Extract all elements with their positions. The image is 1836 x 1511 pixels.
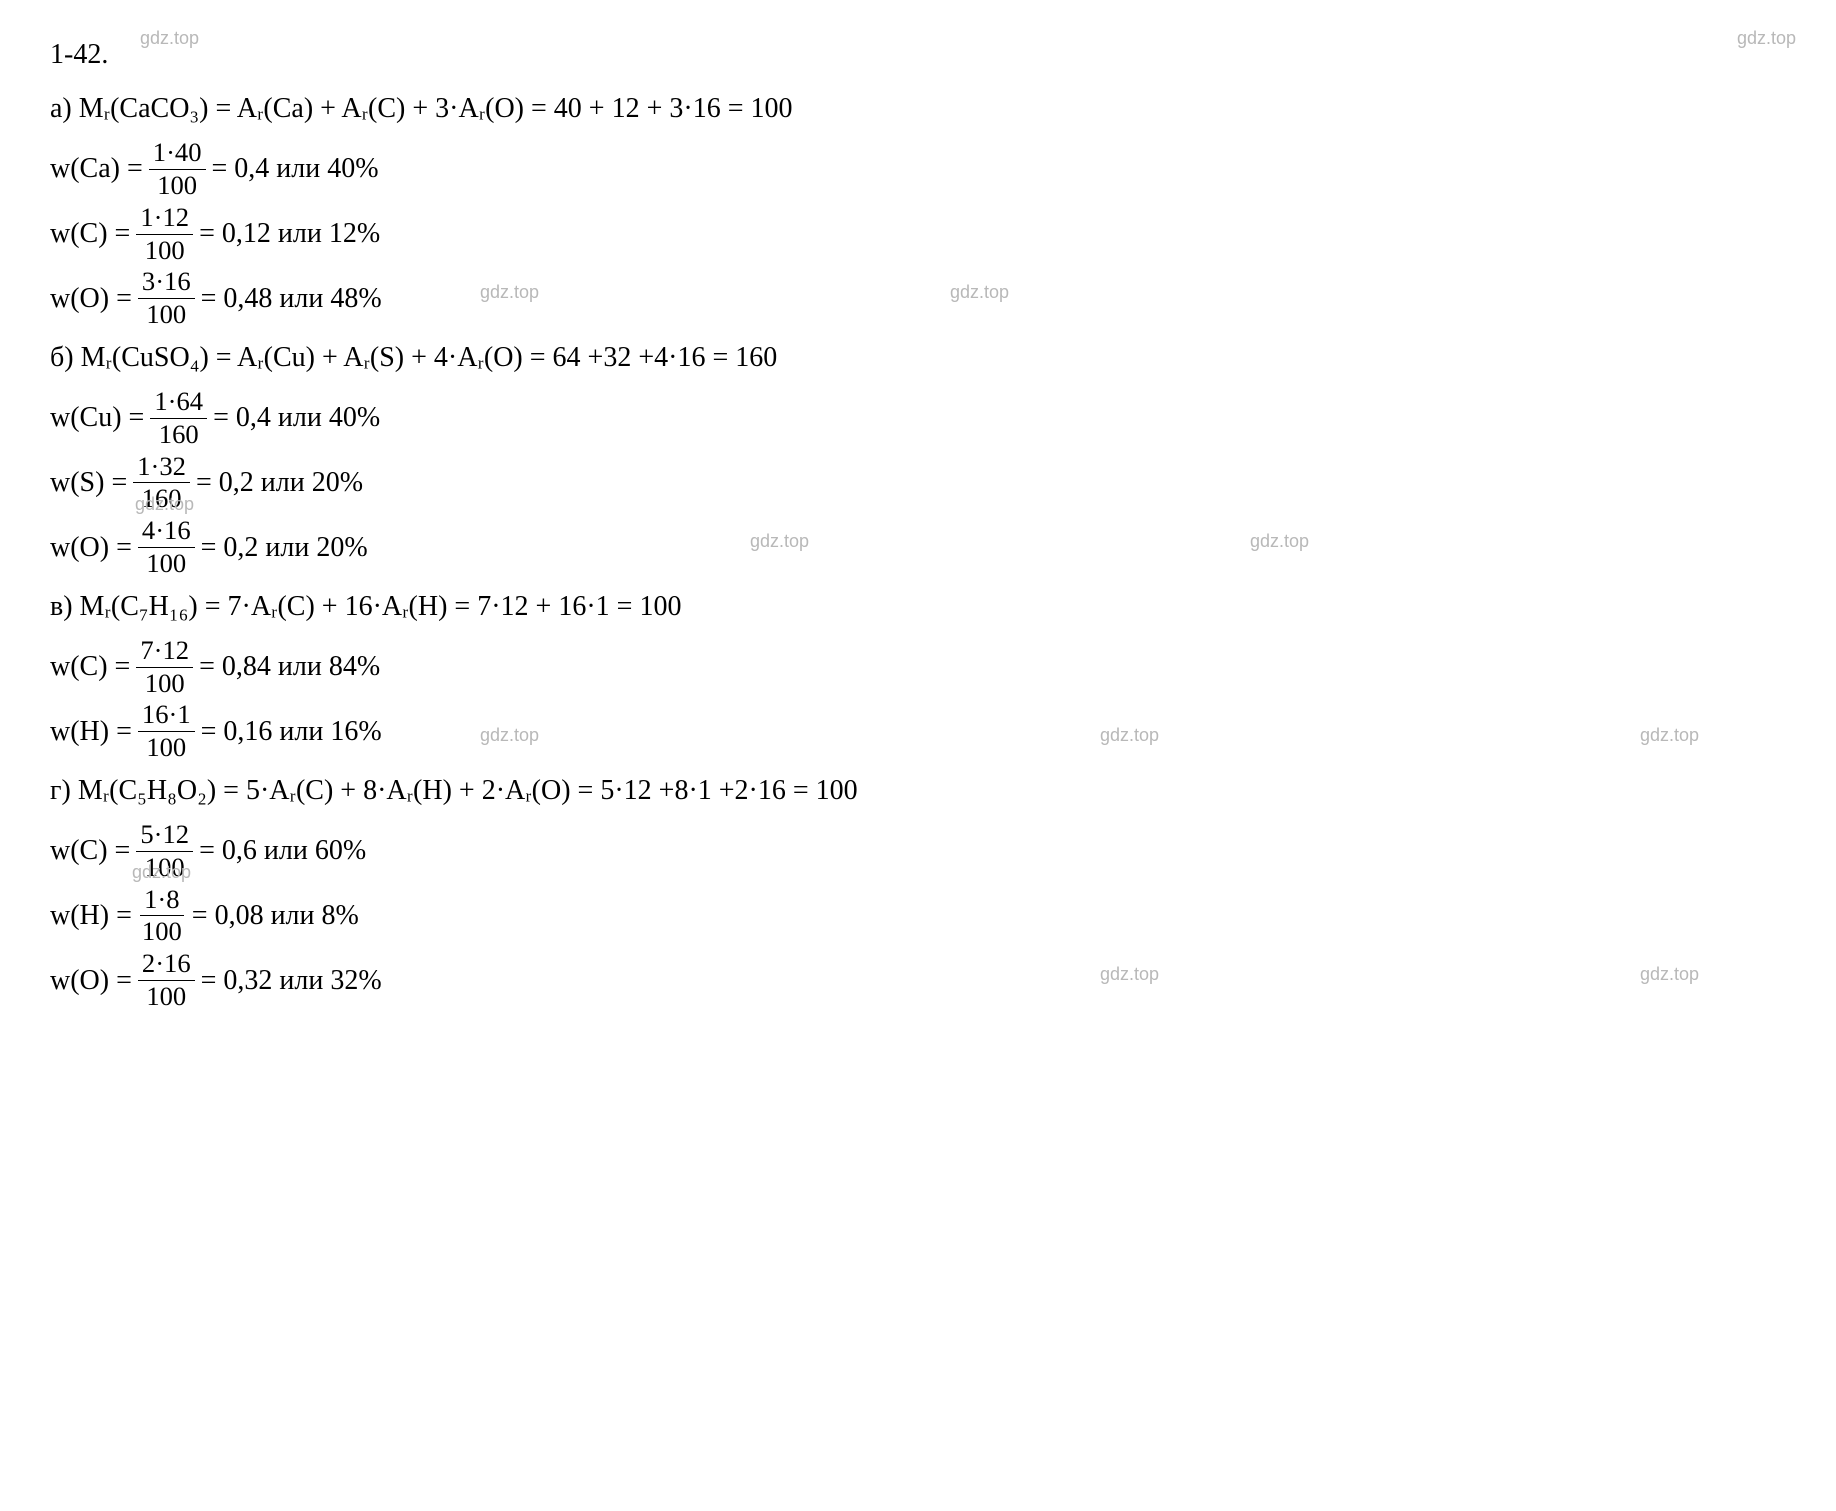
fraction: 7·12 100 xyxy=(136,637,193,698)
part-letter: г) xyxy=(50,766,71,816)
problem-header: 1-42. gdz.top gdz.top xyxy=(50,30,1786,80)
fraction: 1·12 100 xyxy=(136,204,193,265)
watermark-text: gdz.top xyxy=(1640,719,1699,751)
fraction: 1·64 160 xyxy=(150,388,207,449)
mr-formula: Mᵣ(CaCO₃) = Aᵣ(Ca) + Aᵣ(C) + 3·Aᵣ(O) = 4… xyxy=(79,84,793,134)
part-d-w3: w(O) = 2·16 100 = 0,32 или 32% gdz.top g… xyxy=(50,950,1786,1011)
w-label: w(Ca) = xyxy=(50,144,143,194)
part-d-mr: г) Mᵣ(C₅H₈O₂) = 5·Aᵣ(C) + 8·Aᵣ(H) + 2·Aᵣ… xyxy=(50,766,1786,816)
part-d-w2: w(H) = 1·8 100 = 0,08 или 8% xyxy=(50,886,1786,947)
denominator: 100 xyxy=(142,732,190,762)
w-label: w(S) = xyxy=(50,458,127,508)
part-a-w1: w(Ca) = 1·40 100 = 0,4 или 40% xyxy=(50,139,1786,200)
mr-formula: Mᵣ(C₅H₈O₂) = 5·Aᵣ(C) + 8·Aᵣ(H) + 2·Aᵣ(O)… xyxy=(78,766,858,816)
fraction: 16·1 100 xyxy=(138,701,195,762)
watermark-text: gdz.top xyxy=(135,488,194,520)
w-label: w(O) = xyxy=(50,274,132,324)
problem-number: 1-42. xyxy=(50,30,108,80)
denominator: 160 xyxy=(155,419,203,449)
w-result: = 0,2 или 20% xyxy=(196,458,363,508)
part-b-w1: w(Cu) = 1·64 160 = 0,4 или 40% xyxy=(50,388,1786,449)
w-result: = 0,4 или 40% xyxy=(213,393,380,443)
denominator: 100 xyxy=(142,299,190,329)
denominator: 100 xyxy=(153,170,201,200)
part-c-w1: w(C) = 7·12 100 = 0,84 или 84% xyxy=(50,637,1786,698)
numerator: 1·64 xyxy=(150,388,207,419)
fraction: 1·8 100 xyxy=(138,886,186,947)
w-result: = 0,12 или 12% xyxy=(199,209,380,259)
w-result: = 0,08 или 8% xyxy=(192,891,359,941)
denominator: 100 xyxy=(141,235,189,265)
watermark-text: gdz.top xyxy=(1100,958,1159,990)
watermark-text: gdz.top xyxy=(140,22,199,54)
denominator: 100 xyxy=(138,916,186,946)
w-result: = 0,4 или 40% xyxy=(212,144,379,194)
numerator: 16·1 xyxy=(138,701,195,732)
denominator: 100 xyxy=(142,548,190,578)
part-letter: б) xyxy=(50,333,74,383)
part-d-w1: w(C) = 5·12 100 = 0,6 или 60% gdz.top xyxy=(50,821,1786,882)
watermark-text: gdz.top xyxy=(1100,719,1159,751)
denominator: 100 xyxy=(141,668,189,698)
w-label: w(O) = xyxy=(50,956,132,1006)
watermark-text: gdz.top xyxy=(1250,525,1309,557)
fraction: 1·40 100 xyxy=(149,139,206,200)
w-result: = 0,6 или 60% xyxy=(199,826,366,876)
numerator: 1·32 xyxy=(133,453,190,484)
watermark-text: gdz.top xyxy=(950,276,1009,308)
numerator: 2·16 xyxy=(138,950,195,981)
w-result: = 0,84 или 84% xyxy=(199,642,380,692)
watermark-text: gdz.top xyxy=(480,276,539,308)
mr-formula: Mᵣ(CuSO₄) = Aᵣ(Cu) + Aᵣ(S) + 4·Aᵣ(O) = 6… xyxy=(81,333,778,383)
w-label: w(H) = xyxy=(50,707,132,757)
watermark-text: gdz.top xyxy=(750,525,809,557)
numerator: 1·8 xyxy=(140,886,183,917)
numerator: 5·12 xyxy=(136,821,193,852)
w-result: = 0,16 или 16% xyxy=(201,707,382,757)
numerator: 1·40 xyxy=(149,139,206,170)
denominator: 100 xyxy=(142,981,190,1011)
fraction: 4·16 100 xyxy=(138,517,195,578)
watermark-text: gdz.top xyxy=(132,856,191,888)
w-result: = 0,2 или 20% xyxy=(201,523,368,573)
numerator: 1·12 xyxy=(136,204,193,235)
watermark-text: gdz.top xyxy=(480,719,539,751)
numerator: 3·16 xyxy=(138,268,195,299)
w-result: = 0,48 или 48% xyxy=(201,274,382,324)
numerator: 7·12 xyxy=(136,637,193,668)
w-label: w(C) = xyxy=(50,826,130,876)
part-b-w2: w(S) = 1·32 160 = 0,2 или 20% gdz.top xyxy=(50,453,1786,514)
part-letter: в) xyxy=(50,582,73,632)
part-b-mr: б) Mᵣ(CuSO₄) = Aᵣ(Cu) + Aᵣ(S) + 4·Aᵣ(O) … xyxy=(50,333,1786,383)
fraction: 2·16 100 xyxy=(138,950,195,1011)
mr-formula: Mᵣ(C₇H₁₆) = 7·Aᵣ(C) + 16·Aᵣ(H) = 7·12 + … xyxy=(80,582,682,632)
part-a-w2: w(C) = 1·12 100 = 0,12 или 12% xyxy=(50,204,1786,265)
w-result: = 0,32 или 32% xyxy=(201,956,382,1006)
part-b-w3: w(O) = 4·16 100 = 0,2 или 20% gdz.top gd… xyxy=(50,517,1786,578)
part-a-mr: а) Mᵣ(CaCO₃) = Aᵣ(Ca) + Aᵣ(C) + 3·Aᵣ(O) … xyxy=(50,84,1786,134)
w-label: w(O) = xyxy=(50,523,132,573)
watermark-text: gdz.top xyxy=(1737,22,1796,54)
w-label: w(C) = xyxy=(50,209,130,259)
part-c-w2: w(H) = 16·1 100 = 0,16 или 16% gdz.top g… xyxy=(50,701,1786,762)
w-label: w(C) = xyxy=(50,642,130,692)
part-c-mr: в) Mᵣ(C₇H₁₆) = 7·Aᵣ(C) + 16·Aᵣ(H) = 7·12… xyxy=(50,582,1786,632)
w-label: w(Cu) = xyxy=(50,393,144,443)
numerator: 4·16 xyxy=(138,517,195,548)
watermark-text: gdz.top xyxy=(1640,958,1699,990)
fraction: 3·16 100 xyxy=(138,268,195,329)
part-letter: а) xyxy=(50,84,72,134)
part-a-w3: w(O) = 3·16 100 = 0,48 или 48% gdz.top g… xyxy=(50,268,1786,329)
w-label: w(H) = xyxy=(50,891,132,941)
